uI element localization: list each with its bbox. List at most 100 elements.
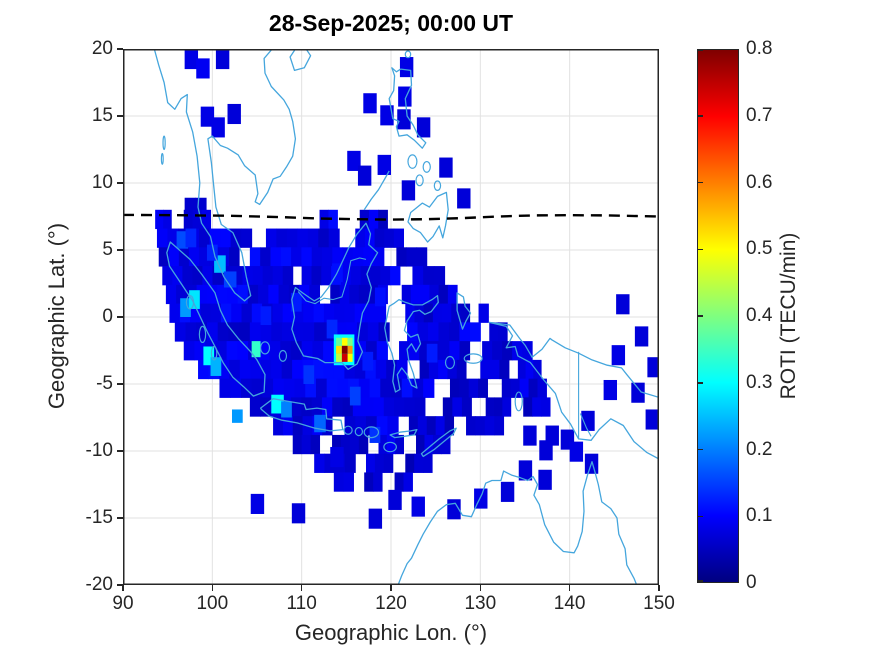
roti-cell [312,341,324,361]
roti-cell [494,416,505,436]
colorbar-tick-mark [698,49,703,51]
roti-cell [423,266,435,286]
roti-cell [185,322,197,342]
island-outline [444,355,456,370]
roti-cell [333,472,345,492]
roti-cell [250,359,262,380]
roti-cell [433,266,446,286]
island-outline [383,441,397,453]
roti-cell [603,379,618,401]
roti-cell [569,441,584,462]
roti-cell [251,303,263,323]
roti-cell [342,397,354,417]
x-tick-label: 100 [196,593,229,614]
roti-cell [426,343,438,363]
roti-cell [358,434,369,455]
roti-cell [342,247,354,267]
roti-cell [414,453,424,473]
roti-cell [165,284,177,305]
roti-cell [332,397,344,417]
x-tick-mark [122,585,124,591]
roti-cell [332,247,344,267]
colorbar-tick-mark [698,515,703,517]
roti-cell [409,341,420,361]
roti-cell [408,416,419,436]
roti-cell [158,247,170,267]
roti-cell [407,322,419,342]
roti-cell [456,359,467,380]
x-tick-mark [211,585,214,591]
x-tick-mark [479,585,482,591]
roti-cell [416,247,428,267]
roti-cell [347,345,353,354]
roti-cell [330,446,344,468]
roti-cell [406,247,418,267]
roti-cell [478,303,489,323]
roti-cell [494,397,503,417]
roti-cell [358,378,371,398]
roti-cell [260,359,272,380]
x-tick-mark [568,585,571,591]
roti-cell [401,180,416,201]
roti-cell [297,228,309,248]
roti-cell [200,106,215,127]
roti-cell [322,247,333,267]
roti-cell [405,453,415,473]
roti-cell [396,247,407,267]
roti-cell [419,341,430,361]
map-plot-area [123,49,659,585]
roti-cell [448,322,460,342]
roti-cell [432,434,442,455]
roti-cell [196,284,208,305]
roti-cell [394,397,405,417]
roti-cell [176,284,187,305]
roti-cell [209,228,221,248]
colorbar-tick-label: 0.7 [746,104,773,126]
island-outline [407,154,418,169]
roti-cell [344,416,356,436]
roti-cell [301,397,313,417]
roti-cell [290,341,303,361]
y-tick-mark [117,316,123,318]
roti-cell [324,453,336,473]
y-tick-label: 0 [102,306,113,327]
roti-cell [457,188,471,209]
roti-cell [280,247,292,267]
roti-cell [461,397,472,417]
roti-cell [262,266,274,286]
y-tick-label: 15 [91,105,113,126]
colorbar-tick-mark [698,580,703,582]
x-tick-label: 110 [286,593,317,614]
roti-cell [249,397,261,417]
roti-cell [358,284,369,305]
y-tick-mark [117,383,123,385]
coastline-hainan [289,49,312,72]
roti-cell [313,303,325,323]
colorbar-tick-mark [698,181,703,184]
colorbar-tick-mark [698,382,703,384]
roti-cell [349,434,360,455]
roti-cell [265,228,277,248]
roti-cell [230,378,242,398]
roti-cell [328,209,338,230]
roti-cell [241,303,253,323]
roti-cell [420,284,430,305]
roti-cell [321,266,332,286]
roti-cell [363,93,377,114]
colorbar-tick-label: 0.8 [746,38,773,59]
roti-cell [363,247,375,267]
roti-cell [196,58,210,79]
coastline-mainland-asia [153,49,297,302]
roti-cell [349,284,360,305]
roti-cell [301,434,312,455]
roti-cell [373,397,385,417]
roti-cell [349,386,361,406]
roti-cell [307,228,319,248]
roti-cell [399,57,414,78]
roti-cell [198,247,210,267]
roti-cell [314,322,326,342]
x-tick-label: 130 [464,593,497,614]
roti-cell [242,266,254,286]
roti-cell [469,322,481,342]
roti-heatmap-canvas [123,49,659,585]
